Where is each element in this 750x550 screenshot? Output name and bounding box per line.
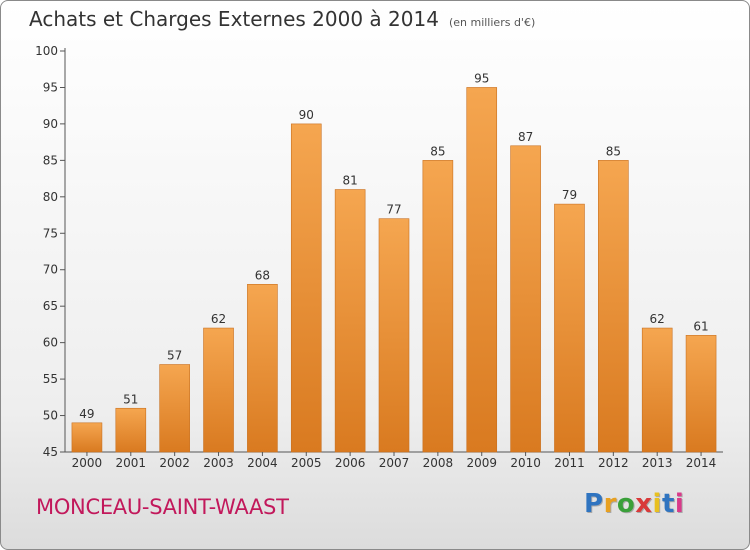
x-tick-label: 2003 bbox=[203, 456, 234, 470]
x-tick-label: 2008 bbox=[423, 456, 454, 470]
logo-letter: r bbox=[603, 489, 617, 519]
y-tick-label: 65 bbox=[43, 299, 58, 313]
chart-title: Achats et Charges Externes 2000 à 2014 (e… bbox=[29, 7, 535, 31]
bar-value-label: 85 bbox=[606, 144, 621, 158]
x-tick-label: 2010 bbox=[510, 456, 541, 470]
bar-value-label: 77 bbox=[386, 203, 401, 217]
x-tick-label: 2004 bbox=[247, 456, 278, 470]
y-tick-label: 60 bbox=[43, 336, 58, 350]
bar bbox=[203, 327, 234, 453]
x-tick-label: 2009 bbox=[466, 456, 497, 470]
x-tick-label: 2005 bbox=[291, 456, 322, 470]
y-tick-label: 70 bbox=[43, 263, 58, 277]
bar-value-label: 81 bbox=[342, 174, 357, 188]
bar-value-label: 61 bbox=[693, 319, 708, 333]
y-tick-label: 45 bbox=[43, 445, 58, 459]
bar-value-label: 49 bbox=[79, 407, 94, 421]
bar bbox=[159, 364, 190, 453]
y-tick-label: 50 bbox=[43, 409, 58, 423]
bar bbox=[466, 87, 498, 453]
bar-value-label: 85 bbox=[430, 144, 445, 158]
commune-name: MONCEAU-SAINT-WAAST bbox=[36, 495, 289, 519]
bar bbox=[290, 123, 322, 453]
x-tick-label: 2013 bbox=[642, 456, 673, 470]
proxiti-logo: Proxiti bbox=[584, 489, 684, 519]
bar bbox=[247, 284, 278, 453]
logo-letter: t bbox=[661, 489, 675, 519]
bar-value-label: 95 bbox=[474, 71, 489, 85]
x-tick-label: 2007 bbox=[379, 456, 410, 470]
y-tick-label: 90 bbox=[43, 117, 58, 131]
bar-value-label: 62 bbox=[211, 312, 226, 326]
bar bbox=[378, 218, 410, 453]
logo-letter: x bbox=[635, 489, 653, 519]
y-tick-label: 85 bbox=[43, 153, 58, 167]
bar bbox=[115, 407, 147, 453]
x-tick-label: 2012 bbox=[598, 456, 629, 470]
logo-letter: P bbox=[584, 489, 604, 519]
bar bbox=[685, 335, 717, 453]
y-tick-label: 100 bbox=[35, 44, 58, 58]
logo-letter: i bbox=[674, 489, 685, 519]
y-tick-label: 95 bbox=[43, 80, 58, 94]
x-tick-label: 2006 bbox=[335, 456, 366, 470]
bar bbox=[334, 189, 366, 453]
x-tick-label: 2011 bbox=[554, 456, 585, 470]
bar bbox=[554, 203, 585, 453]
bar-value-label: 79 bbox=[562, 188, 577, 202]
chart-unit: (en milliers d'€) bbox=[448, 16, 536, 29]
bar bbox=[510, 145, 541, 453]
bar-value-label: 87 bbox=[518, 130, 533, 144]
x-tick-label: 2014 bbox=[686, 456, 717, 470]
bar-value-label: 68 bbox=[255, 268, 270, 282]
logo-letter: i bbox=[652, 489, 662, 519]
y-tick-label: 55 bbox=[43, 372, 58, 386]
bar-value-label: 57 bbox=[167, 349, 182, 363]
logo-letter: o bbox=[616, 489, 636, 519]
x-tick-label: 2002 bbox=[159, 456, 190, 470]
bar-value-label: 90 bbox=[299, 108, 314, 122]
y-tick-label: 80 bbox=[43, 190, 58, 204]
x-tick-label: 2000 bbox=[72, 456, 103, 470]
bar bbox=[598, 160, 629, 453]
bar bbox=[71, 422, 103, 453]
x-tick-label: 2001 bbox=[116, 456, 147, 470]
chart-title-text: Achats et Charges Externes 2000 à 2014 bbox=[29, 7, 439, 31]
bar bbox=[422, 160, 454, 453]
bar-value-label: 51 bbox=[123, 392, 138, 406]
bar bbox=[641, 327, 673, 453]
bar-value-label: 62 bbox=[650, 312, 665, 326]
y-tick-label: 75 bbox=[43, 226, 58, 240]
